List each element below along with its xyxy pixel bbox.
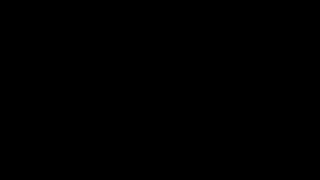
Text: NaOH: NaOH xyxy=(149,78,183,91)
Text: OH: OH xyxy=(75,71,91,81)
Text: Epoxide formed from halohydrins: Epoxide formed from halohydrins xyxy=(9,35,311,50)
Text: O: O xyxy=(256,65,264,75)
Text: Cl: Cl xyxy=(124,91,135,102)
